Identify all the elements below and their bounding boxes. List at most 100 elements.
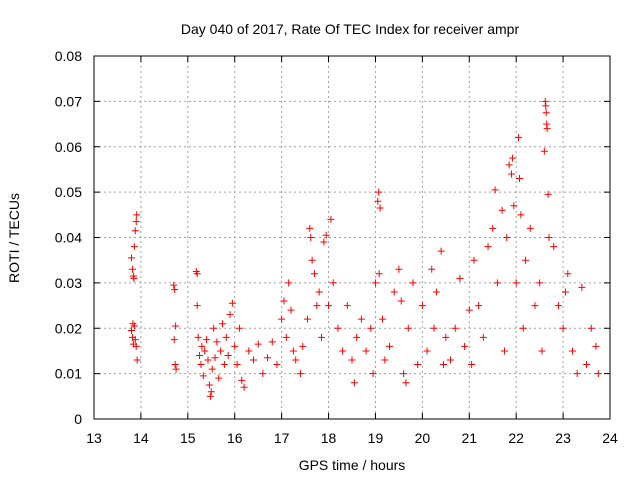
data-point [325, 302, 333, 310]
data-point [538, 347, 546, 355]
data-point [278, 315, 286, 323]
data-point [205, 381, 213, 389]
data-point [329, 279, 337, 287]
data-point [245, 347, 253, 355]
data-point [240, 383, 248, 391]
data-point [224, 351, 232, 359]
data-point [508, 154, 516, 162]
data-point [208, 365, 216, 373]
y-tick-label: 0.06 [55, 139, 82, 155]
data-point [172, 322, 180, 330]
data-point [375, 188, 383, 196]
data-point [193, 302, 201, 310]
data-point [409, 279, 417, 287]
data-point [510, 202, 518, 210]
data-point [500, 347, 508, 355]
y-tick-label: 0.07 [55, 93, 82, 109]
data-point [583, 361, 591, 369]
data-point [170, 281, 178, 289]
data-point [423, 347, 431, 355]
data-point [201, 347, 209, 355]
data-point [282, 333, 290, 341]
data-point [131, 336, 139, 344]
data-point [461, 342, 469, 350]
data-point [350, 379, 358, 387]
data-point [554, 302, 562, 310]
data-point [439, 361, 447, 369]
data-point [128, 254, 136, 262]
x-tick-label: 24 [602, 430, 618, 446]
data-point [418, 302, 426, 310]
x-tick-label: 13 [86, 430, 102, 446]
data-point [536, 279, 544, 287]
data-point [308, 256, 316, 264]
data-point [268, 338, 276, 346]
data-point [322, 231, 330, 239]
data-point [222, 333, 230, 341]
data-point [129, 320, 137, 328]
data-point [515, 134, 523, 142]
x-tick-label: 20 [415, 430, 431, 446]
data-point [395, 265, 403, 273]
data-point [456, 274, 464, 282]
data-point [542, 102, 550, 110]
data-point [320, 238, 328, 246]
x-tick-label: 19 [368, 430, 384, 446]
data-point [526, 224, 534, 232]
data-point [545, 234, 553, 241]
data-point [215, 374, 223, 382]
x-tick-label: 14 [133, 430, 149, 446]
data-point [235, 324, 243, 332]
data-point [594, 370, 602, 378]
data-point [199, 372, 207, 380]
data-point [375, 270, 383, 278]
data-point [327, 215, 335, 223]
data-point [254, 340, 262, 348]
data-point [259, 370, 267, 378]
data-point [390, 288, 398, 296]
data-point [378, 315, 386, 323]
data-point [512, 279, 520, 287]
data-point [550, 243, 558, 251]
data-point [561, 288, 569, 296]
x-tick-label: 18 [321, 430, 337, 446]
axis-ticks [93, 55, 611, 420]
data-points [128, 97, 602, 400]
data-point [306, 224, 314, 232]
data-point [447, 356, 455, 364]
data-point [507, 170, 515, 178]
data-point [132, 342, 140, 350]
data-point [194, 333, 202, 341]
data-point [204, 356, 212, 364]
y-tick-label: 0.08 [55, 48, 82, 64]
data-point [130, 274, 138, 282]
data-point [544, 190, 552, 198]
data-point [543, 125, 551, 133]
data-point [273, 361, 281, 369]
data-point [285, 279, 293, 287]
data-point [303, 315, 311, 323]
data-point [592, 342, 600, 350]
y-axis-label: ROTI / TECUs [6, 193, 22, 283]
data-point [489, 224, 497, 232]
data-point [517, 211, 525, 219]
data-point [559, 324, 567, 332]
data-point [313, 302, 321, 310]
data-point [213, 338, 221, 346]
data-point [428, 265, 436, 273]
x-tick-label: 21 [461, 430, 477, 446]
data-point [220, 361, 228, 369]
data-point [397, 297, 405, 305]
data-point [498, 206, 506, 214]
data-point [522, 256, 530, 264]
data-point [171, 286, 179, 294]
data-point [217, 347, 225, 355]
data-point [400, 370, 408, 378]
data-point [465, 306, 473, 314]
data-point [414, 361, 422, 369]
data-point [376, 204, 384, 212]
data-point [371, 279, 379, 287]
data-point [130, 243, 138, 251]
data-point [128, 265, 136, 273]
data-point [430, 324, 438, 332]
